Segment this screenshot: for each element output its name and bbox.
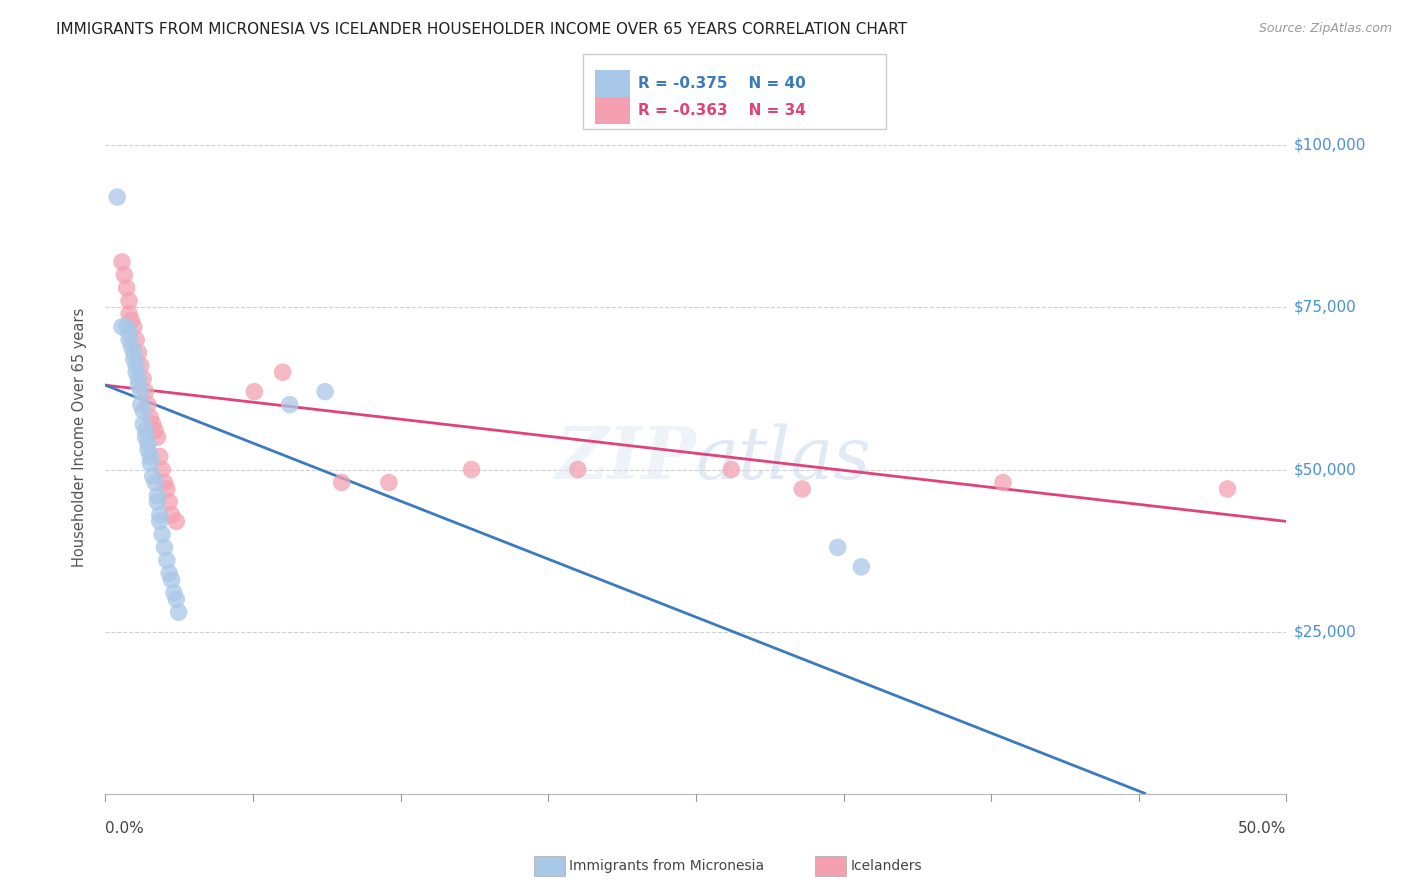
Point	[278, 398, 301, 412]
Point	[314, 384, 336, 399]
Point	[139, 456, 162, 470]
Point	[136, 436, 159, 450]
Point	[156, 553, 179, 567]
Point	[135, 424, 157, 438]
Point	[132, 404, 155, 418]
Point	[149, 515, 172, 529]
Text: 50.0%: 50.0%	[1239, 821, 1286, 836]
Point	[165, 592, 187, 607]
Point	[157, 566, 180, 581]
Point	[128, 372, 150, 386]
Point	[160, 508, 183, 522]
Point	[111, 255, 134, 269]
Point	[125, 365, 148, 379]
Point	[129, 384, 152, 399]
Text: Icelanders: Icelanders	[851, 859, 922, 873]
Point	[118, 293, 141, 308]
Point	[153, 541, 176, 555]
Point	[132, 372, 155, 386]
Y-axis label: Householder Income Over 65 years: Householder Income Over 65 years	[72, 308, 87, 566]
Text: $75,000: $75,000	[1294, 300, 1357, 315]
Text: Immigrants from Micronesia: Immigrants from Micronesia	[569, 859, 765, 873]
Point	[118, 307, 141, 321]
Point	[146, 488, 169, 502]
Point	[271, 365, 294, 379]
Point	[827, 541, 849, 555]
Text: atlas: atlas	[696, 423, 872, 494]
Point	[132, 417, 155, 431]
Point	[125, 333, 148, 347]
Point	[146, 430, 169, 444]
Point	[136, 398, 159, 412]
Point	[135, 384, 157, 399]
Text: 0.0%: 0.0%	[105, 821, 145, 836]
Point	[128, 378, 150, 392]
Text: IMMIGRANTS FROM MICRONESIA VS ICELANDER HOUSEHOLDER INCOME OVER 65 YEARS CORRELA: IMMIGRANTS FROM MICRONESIA VS ICELANDER …	[56, 22, 907, 37]
Point	[150, 462, 173, 476]
Point	[1216, 482, 1239, 496]
Point	[118, 326, 141, 341]
Point	[111, 319, 134, 334]
Point	[120, 339, 142, 353]
Point	[150, 527, 173, 541]
Point	[142, 469, 165, 483]
Text: ZIP: ZIP	[555, 423, 696, 494]
Point	[122, 345, 145, 359]
Text: R = -0.375    N = 40: R = -0.375 N = 40	[638, 77, 806, 91]
Point	[157, 495, 180, 509]
Point	[851, 559, 873, 574]
Point	[567, 462, 589, 476]
Point	[149, 450, 172, 464]
Point	[153, 475, 176, 490]
Point	[460, 462, 482, 476]
Point	[129, 359, 152, 373]
Point	[156, 482, 179, 496]
Point	[120, 313, 142, 327]
Point	[378, 475, 401, 490]
Point	[330, 475, 353, 490]
Point	[122, 319, 145, 334]
Point	[115, 319, 138, 334]
Point	[105, 190, 128, 204]
Point	[128, 345, 150, 359]
Point	[792, 482, 814, 496]
Text: R = -0.363    N = 34: R = -0.363 N = 34	[638, 103, 806, 118]
Text: Source: ZipAtlas.com: Source: ZipAtlas.com	[1258, 22, 1392, 36]
Point	[243, 384, 266, 399]
Point	[129, 398, 152, 412]
Text: $50,000: $50,000	[1294, 462, 1357, 477]
Point	[142, 417, 165, 431]
Point	[118, 333, 141, 347]
Point	[143, 424, 166, 438]
Point	[720, 462, 742, 476]
Point	[139, 450, 162, 464]
Point	[122, 352, 145, 367]
Point	[125, 359, 148, 373]
Point	[139, 410, 162, 425]
Point	[115, 281, 138, 295]
Text: $25,000: $25,000	[1294, 624, 1357, 640]
Point	[149, 508, 172, 522]
Point	[143, 475, 166, 490]
Point	[160, 573, 183, 587]
Point	[163, 586, 186, 600]
Point	[136, 443, 159, 458]
Point	[135, 430, 157, 444]
Point	[167, 605, 190, 619]
Point	[146, 495, 169, 509]
Point	[112, 268, 135, 282]
Text: $100,000: $100,000	[1294, 137, 1365, 153]
Point	[165, 515, 187, 529]
Point	[991, 475, 1014, 490]
